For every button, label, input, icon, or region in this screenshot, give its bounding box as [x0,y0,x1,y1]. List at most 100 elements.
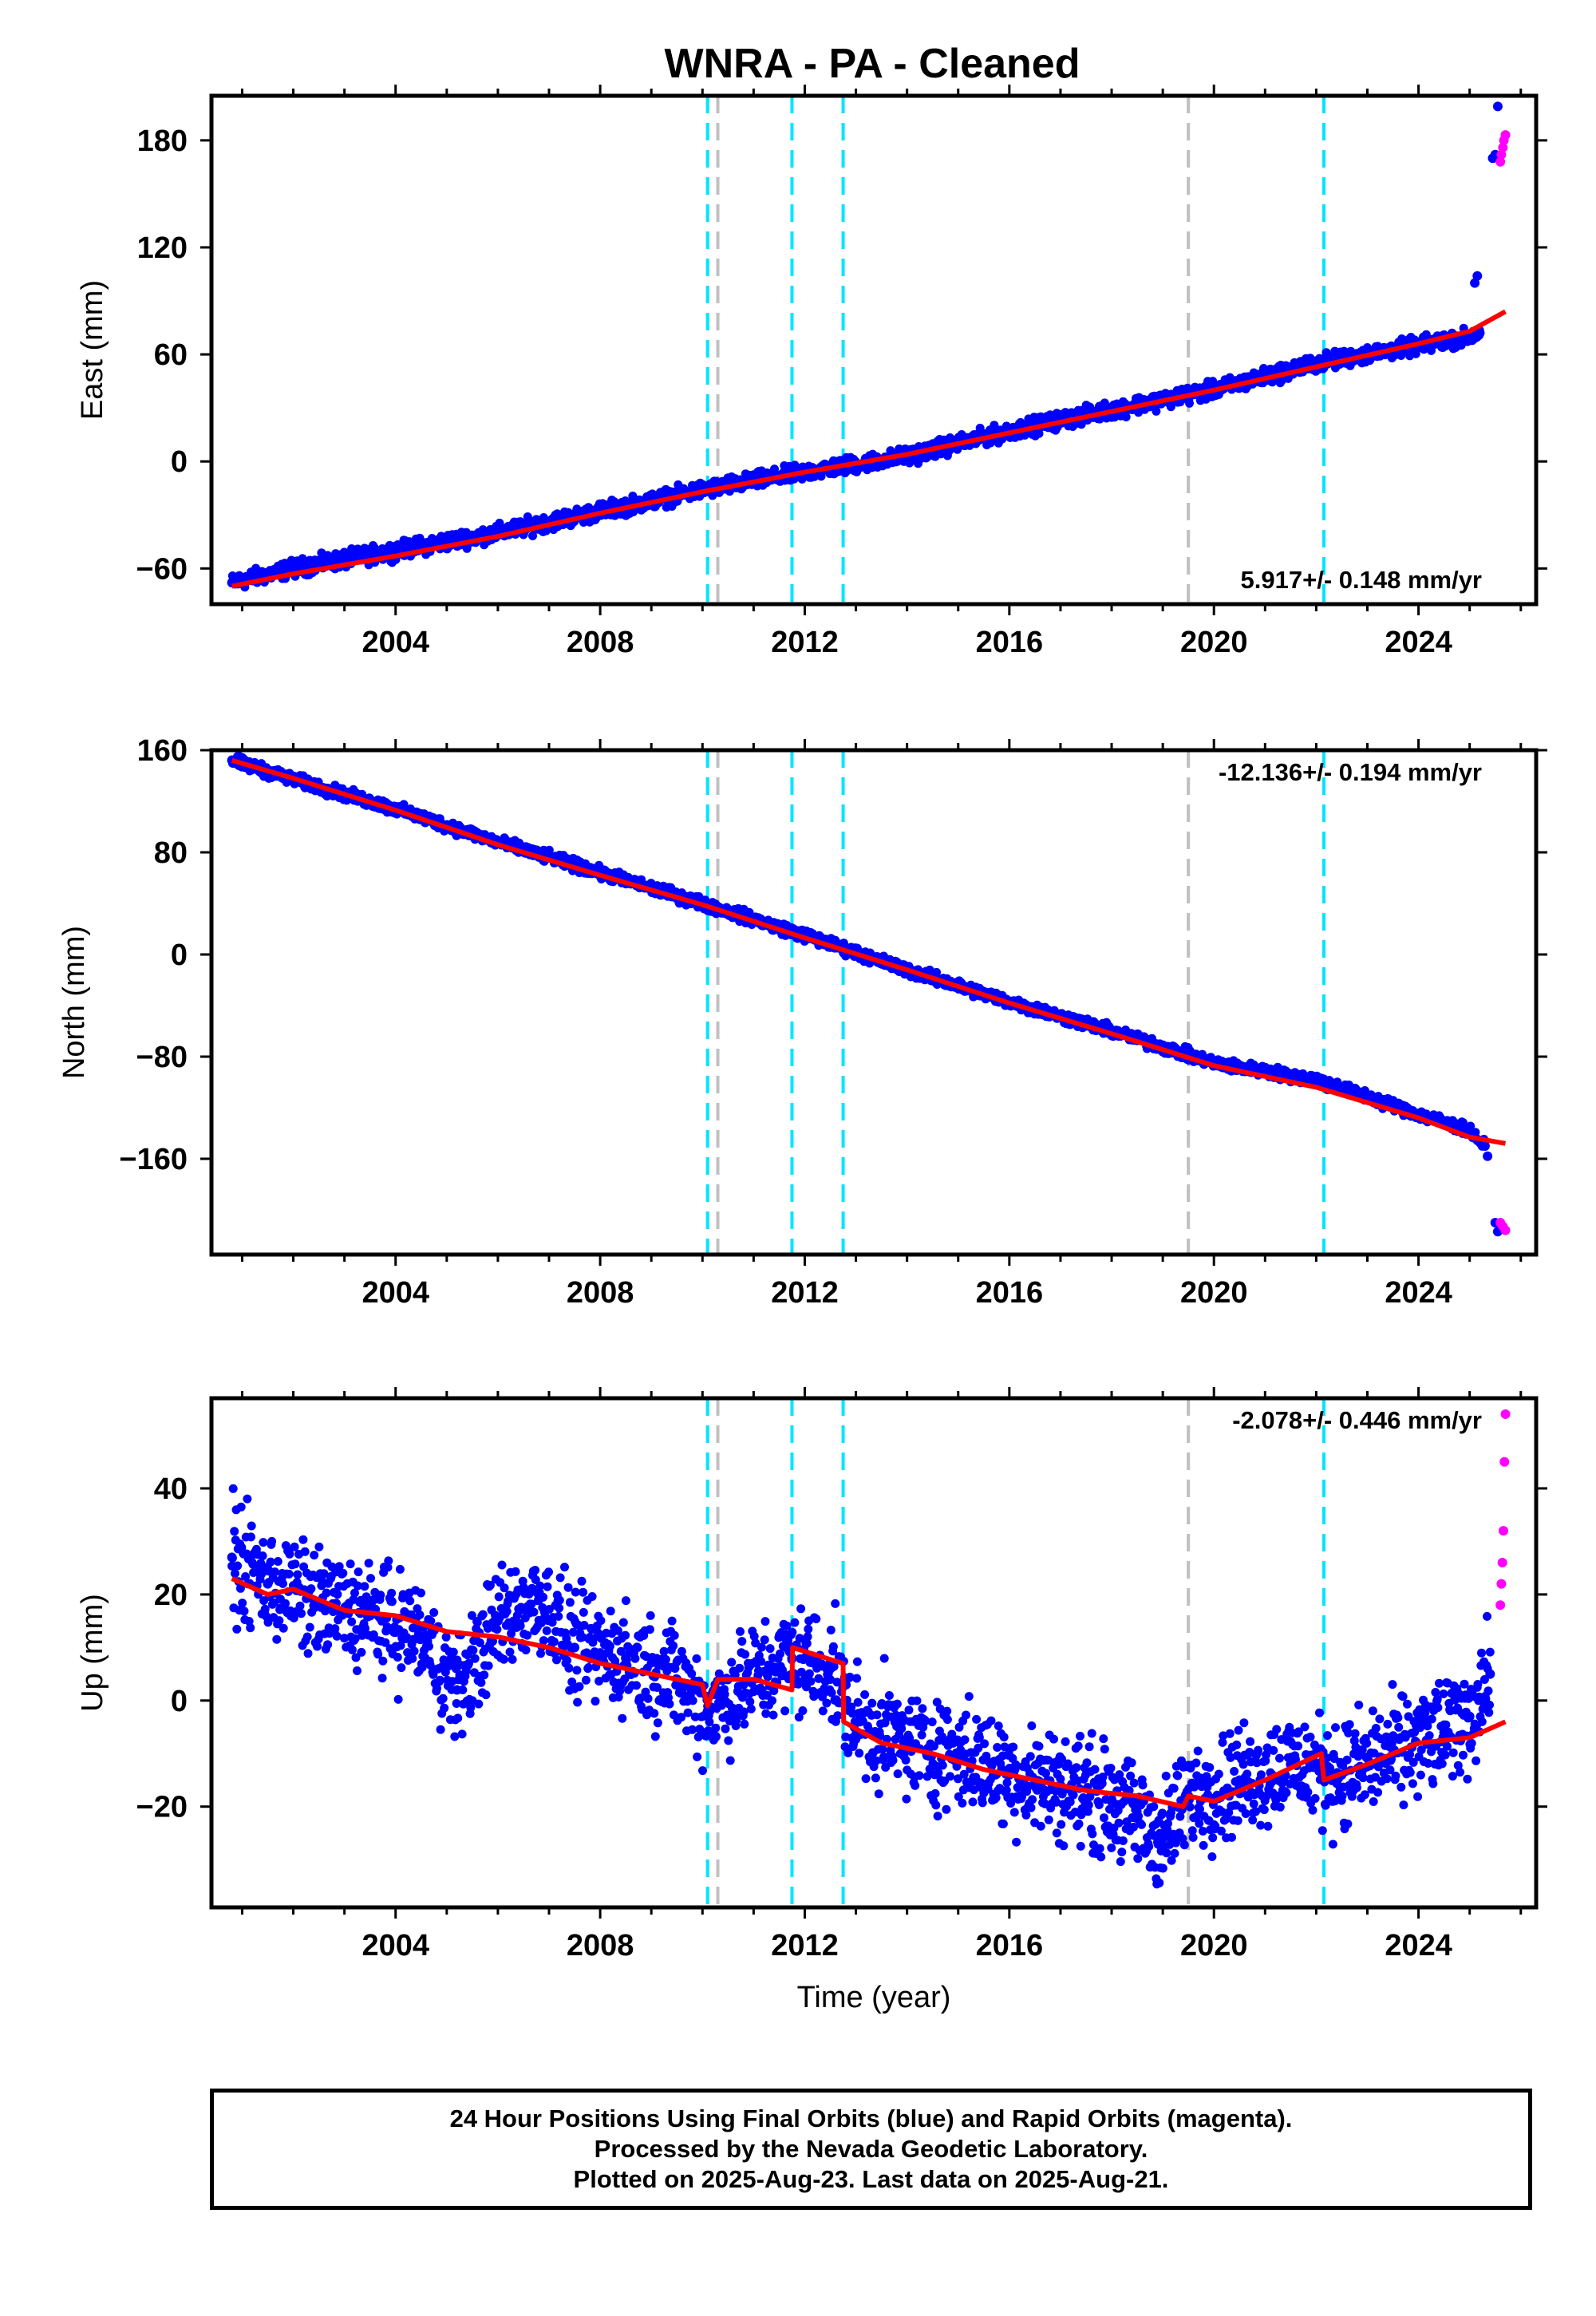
up-plot [227,1409,1511,1889]
north-xtick-label: 2008 [567,1276,634,1310]
up-point [542,1626,551,1635]
up-point [353,1666,361,1675]
north-ytick-label: 160 [137,734,188,768]
up-point [565,1598,575,1607]
up-point [293,1570,302,1579]
up-point [438,1694,448,1703]
up-point [527,1599,536,1609]
up-point [497,1560,507,1570]
north-xtick-label: 2004 [361,1276,429,1310]
up-point [433,1684,441,1693]
up-point [480,1670,489,1680]
north-data-point [1479,1141,1490,1151]
up-point [582,1648,591,1658]
up-point [230,1527,239,1536]
east-point [770,464,779,474]
up-point [361,1623,369,1633]
up-point [405,1596,415,1606]
up-point [377,1674,387,1683]
up-point [281,1599,290,1608]
up-point [378,1656,388,1666]
chart-title: WNRA - PA - Cleaned [665,41,1080,87]
up-point [505,1647,515,1657]
up-point [466,1703,476,1713]
up-point [346,1559,355,1569]
up-point [323,1640,333,1650]
up-point [369,1630,378,1639]
up-point [613,1626,622,1635]
up-point [555,1603,564,1613]
up-point [475,1638,484,1647]
up-point [408,1654,417,1663]
up-point [354,1567,363,1577]
up-point [241,1572,251,1581]
up-point [539,1636,548,1646]
up-point [347,1645,357,1654]
up-point [499,1654,508,1664]
up-point [450,1732,460,1741]
up-point [511,1567,520,1576]
east-xtick-label: 2012 [771,626,839,659]
up-point [484,1661,493,1670]
up-point [606,1607,615,1616]
up-point [384,1556,393,1566]
north-ytick-label: 0 [171,939,188,972]
up-point [575,1682,584,1691]
up-point [440,1703,449,1713]
up-point [271,1567,279,1577]
up-point [494,1592,504,1602]
up-point [353,1581,362,1591]
up-point [521,1646,531,1654]
up-point [303,1649,313,1658]
up-point [523,1630,532,1640]
up-point [502,1607,512,1616]
up-point [529,1607,539,1617]
up-point [238,1599,247,1608]
up-point [573,1697,583,1707]
up-point [641,1687,650,1697]
east-frame [209,93,1539,607]
up-point [347,1617,357,1626]
up-point [508,1654,517,1664]
up-point [339,1634,349,1643]
north-data-point [1500,1225,1511,1235]
east-data-point [1492,101,1503,112]
east-ytick-label: −60 [136,552,188,586]
up-point [267,1536,277,1546]
up-point [376,1591,385,1600]
up-point [387,1597,397,1607]
east-series-1 [1470,101,1503,288]
up-point [464,1658,473,1668]
east-plot [227,101,1511,592]
up-point [295,1601,305,1611]
up-point [457,1729,467,1739]
up-point [632,1681,641,1690]
up-point [314,1542,324,1551]
up-point [549,1637,559,1646]
up-point [334,1562,344,1571]
up-point [500,1583,509,1593]
north-ytick-label: 80 [154,836,188,870]
up-point [305,1622,314,1632]
up-point [429,1608,439,1617]
up-point [228,1484,238,1493]
east-point [528,532,537,540]
up-point [383,1563,393,1572]
up-point [313,1642,322,1651]
north-ytick-label: −160 [119,1143,188,1176]
up-point [350,1588,359,1598]
up-point [260,1604,270,1614]
east-xtick-label: 2008 [567,626,634,659]
up-point [618,1618,628,1627]
up-point [417,1662,427,1672]
east-data-point [1495,156,1506,167]
up-point [285,1549,294,1559]
north-model-line [231,757,1507,1146]
up-point [579,1587,588,1597]
up-point [435,1675,444,1685]
up-point [605,1642,614,1651]
up-point [636,1694,646,1703]
up-point [393,1653,402,1662]
up-point [302,1632,312,1642]
up-point [481,1690,491,1700]
